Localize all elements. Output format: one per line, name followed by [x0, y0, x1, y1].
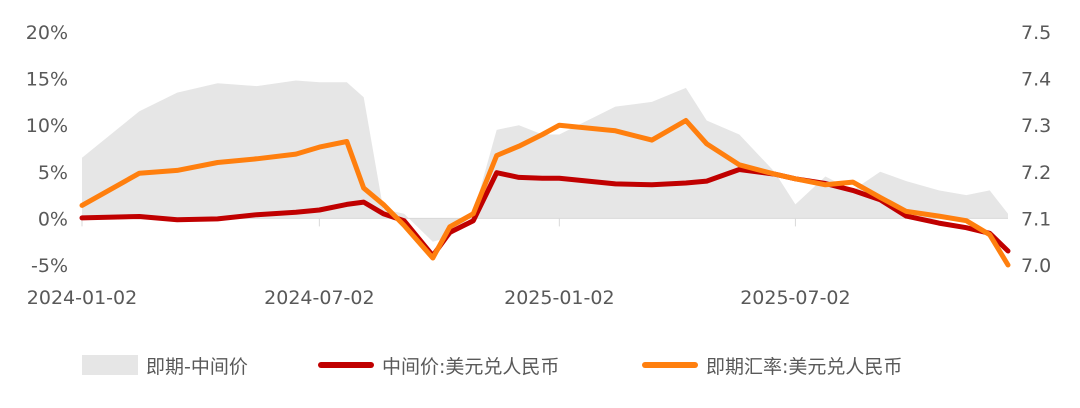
y-left-tick-label: 15%: [26, 69, 68, 91]
legend-item-spread: 即期-中间价: [82, 348, 248, 382]
x-tick-label: 2025-07-02: [740, 287, 850, 309]
y-right-tick-label: 7.3: [1021, 115, 1051, 137]
y-right-tick-label: 7.4: [1021, 69, 1051, 91]
area-layer: [82, 80, 1008, 242]
legend-swatch-spread: [82, 355, 138, 375]
y-left-tick-label: 5%: [38, 162, 68, 184]
y-right-tick-label: 7.0: [1021, 255, 1051, 277]
legend-item-central-parity: 中间价:美元兑人民币: [318, 348, 559, 382]
chart: 20% 15% 10% 5% 0% -5% 7.5 7.4 7.3 7.2 7.1 7.0 2024-0…: [26, 22, 1051, 309]
legend: 即期-中间价 中间价:美元兑人民币 即期汇率:美元兑人民币: [0, 348, 1080, 382]
y-left-tick-label: 10%: [26, 115, 68, 137]
y-left-tick-label: 0%: [38, 208, 68, 230]
legend-label-spread: 即期-中间价: [146, 355, 248, 378]
x-tick-label: 2024-01-02: [27, 287, 137, 309]
series-line-central-parity: [79, 167, 1011, 259]
legend-item-spot-rate: 即期汇率:美元兑人民币: [642, 348, 902, 382]
series-line-spot-rate: [79, 118, 1011, 268]
y-left-tick-label: 20%: [26, 22, 68, 44]
legend-swatch-central-parity: [318, 362, 374, 368]
y-left-tick-label: -5%: [31, 255, 68, 277]
series-area-spread: [82, 80, 1008, 242]
y-right-tick-label: 7.2: [1021, 162, 1051, 184]
legend-swatch-spot-rate: [642, 362, 698, 368]
legend-label-central-parity: 中间价:美元兑人民币: [382, 355, 560, 378]
x-tick-label: 2024-07-02: [264, 287, 374, 309]
label-layer: 20% 15% 10% 5% 0% -5% 7.5 7.4 7.3 7.2 7.1 7.0 2024-0…: [26, 22, 1051, 309]
legend-label-spot-rate: 即期汇率:美元兑人民币: [706, 355, 903, 378]
y-right-tick-label: 7.5: [1021, 22, 1051, 44]
y-right-tick-label: 7.1: [1021, 208, 1051, 230]
x-tick-label: 2025-01-02: [504, 287, 614, 309]
line-layer: [79, 118, 1011, 268]
